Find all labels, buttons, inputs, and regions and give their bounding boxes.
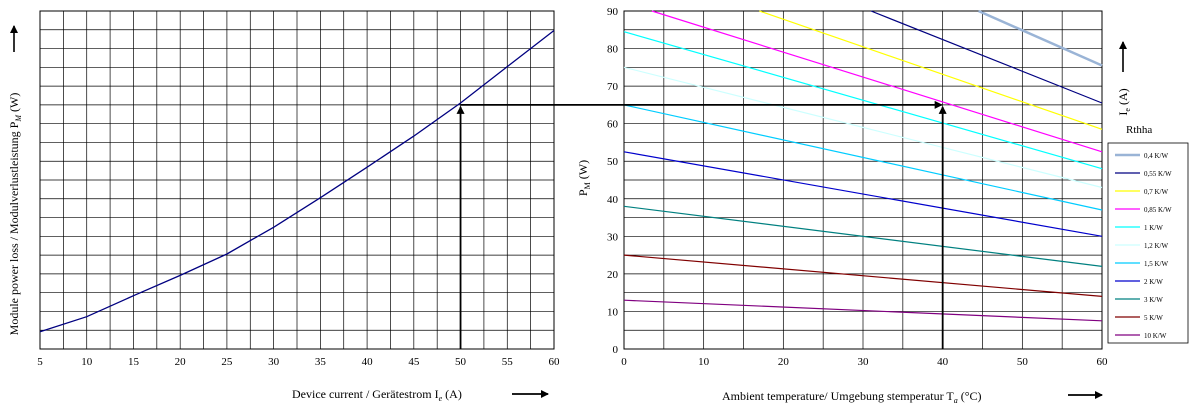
right-series-line-10 xyxy=(623,254,1103,297)
left-x-tick-label: 35 xyxy=(315,356,327,368)
left-series-line xyxy=(39,29,555,333)
right-x-tick-label: 50 xyxy=(1017,356,1029,368)
legend-item-label: 5 K/W xyxy=(1144,314,1163,322)
legend-box xyxy=(1107,142,1189,344)
right-y-tick-label: 40 xyxy=(607,194,619,206)
right-y-tick-label: 0 xyxy=(613,344,619,356)
right-y-tick-label: 70 xyxy=(607,81,619,93)
right-series-line-11 xyxy=(623,299,1103,322)
legend-item-label: 1,5 K/W xyxy=(1144,260,1169,268)
right-x-tick-label: 0 xyxy=(621,356,627,368)
right-series-line-1 xyxy=(977,9,1103,67)
right-y-tick-label: 10 xyxy=(607,306,619,318)
right-y-tick-label: 80 xyxy=(607,44,619,56)
left-x-tick-label: 50 xyxy=(455,356,467,368)
right-series-line-6 xyxy=(623,66,1103,189)
left-xlabel: Device current / Gerätestrom Ie (A) xyxy=(292,387,462,403)
left-x-tick-label: 40 xyxy=(362,356,374,368)
left-ylabel: Module power loss / Modulverlustleistung… xyxy=(7,93,23,336)
legend-item-label: 3 K/W xyxy=(1144,296,1163,304)
right-y-tick-label: 60 xyxy=(607,119,619,131)
legend-item-label: 0,4 K/W xyxy=(1144,152,1169,160)
legend-title: Rthha xyxy=(1126,124,1152,136)
right-x-tick-label: 40 xyxy=(937,356,949,368)
left-x-tick-label: 10 xyxy=(81,356,93,368)
legend-item-label: 0,55 K/W xyxy=(1144,170,1172,178)
right-series-line-5 xyxy=(623,31,1103,170)
left-x-tick-label: 30 xyxy=(268,356,280,368)
legend-item-label: 0,85 K/W xyxy=(1144,206,1172,214)
left-x-tick-label: 60 xyxy=(549,356,561,368)
right-series-line-8 xyxy=(623,151,1103,237)
legend-item-label: 10 K/W xyxy=(1144,332,1167,340)
right-x-tick-label: 20 xyxy=(778,356,790,368)
right-chart-grid xyxy=(623,10,1103,350)
right-ie-label: Ie (A) xyxy=(1116,88,1132,115)
right-plot-frame xyxy=(623,10,1103,350)
right-x-tick-label: 30 xyxy=(858,356,870,368)
left-x-tick-label: 25 xyxy=(221,356,233,368)
right-x-tick-label: 10 xyxy=(698,356,710,368)
right-x-tick-label: 60 xyxy=(1097,356,1109,368)
right-y-tick-label: 90 xyxy=(607,6,619,18)
right-series-line-2 xyxy=(870,10,1103,104)
left-x-tick-label: 20 xyxy=(175,356,187,368)
left-x-tick-label: 5 xyxy=(37,356,43,368)
left-x-tick-label: 45 xyxy=(408,356,420,368)
left-x-tick-label: 55 xyxy=(502,356,514,368)
right-series-line-7 xyxy=(623,104,1103,211)
right-y-tick-label: 30 xyxy=(607,231,619,243)
right-series-line-3 xyxy=(759,10,1103,130)
right-series-line-4 xyxy=(651,10,1103,153)
left-x-tick-label: 15 xyxy=(128,356,140,368)
right-series-line-9 xyxy=(623,205,1103,267)
legend-item-label: 2 K/W xyxy=(1144,278,1163,286)
right-y-tick-label: 20 xyxy=(607,269,619,281)
right-ylabel: PM (W) xyxy=(576,160,592,196)
legend-item-label: 0,7 K/W xyxy=(1144,188,1169,196)
legend-item-label: 1,2 K/W xyxy=(1144,242,1169,250)
left-plot-frame xyxy=(39,10,555,350)
right-xlabel: Ambient temperature/ Umgebung stemperatu… xyxy=(722,389,982,405)
right-y-tick-label: 50 xyxy=(607,156,619,168)
left-chart-grid xyxy=(39,10,555,350)
legend-item-label: 1 K/W xyxy=(1144,224,1163,232)
